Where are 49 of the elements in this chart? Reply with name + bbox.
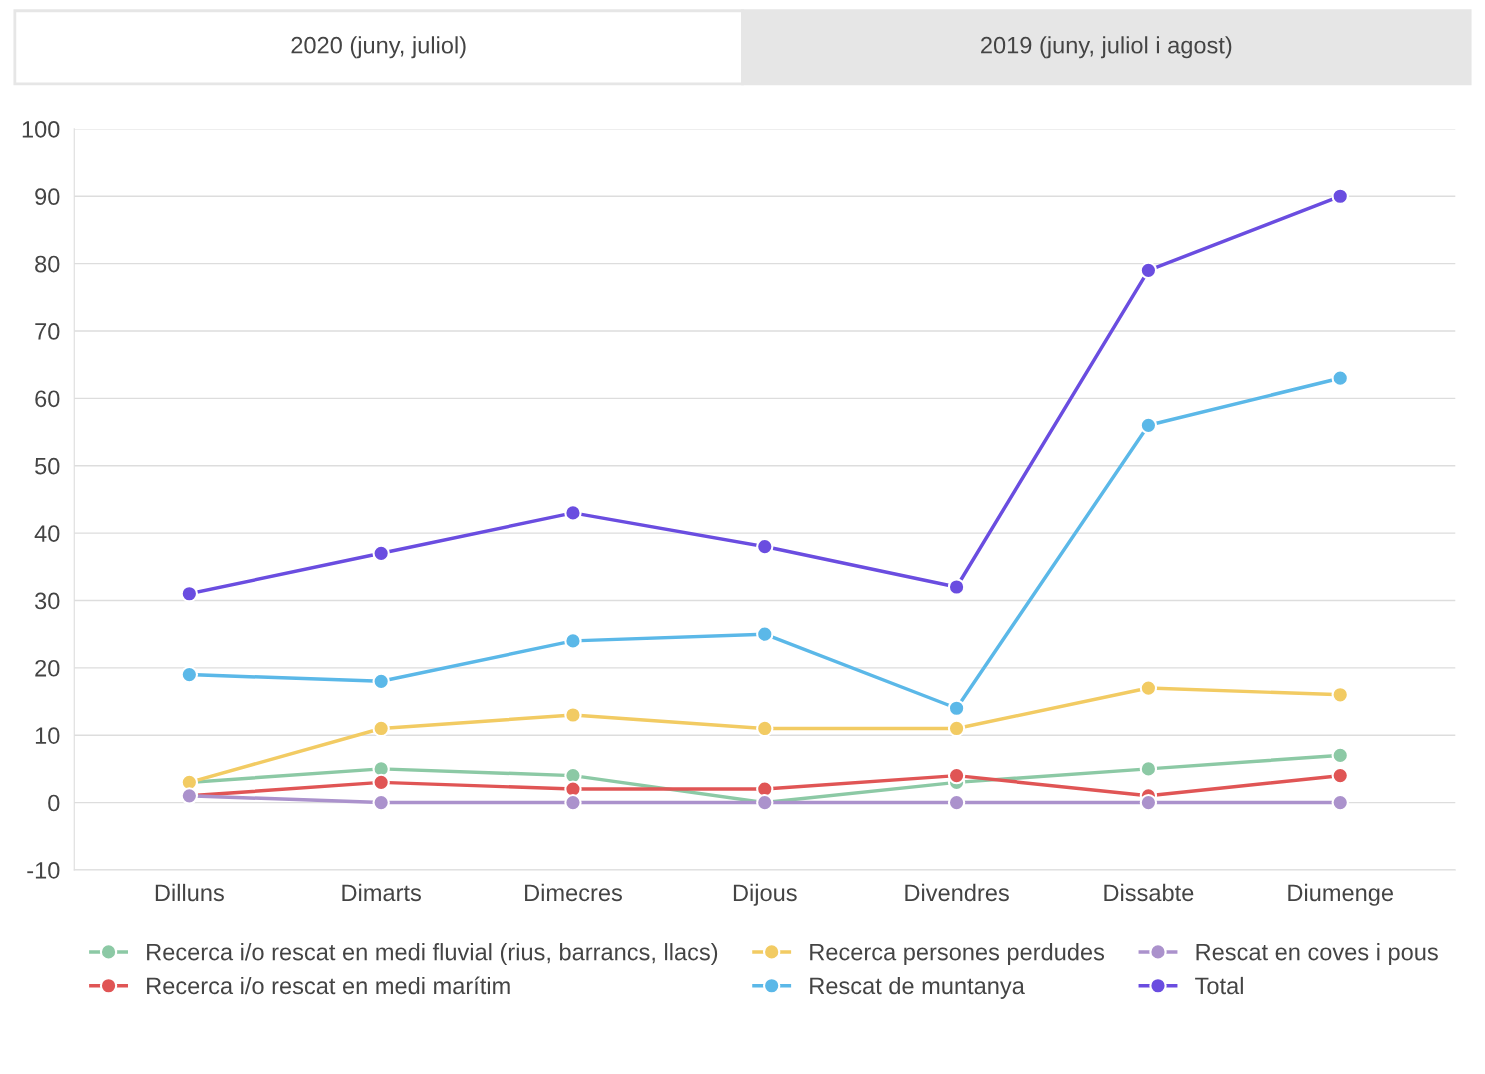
- y-tick-label: 0: [48, 794, 60, 812]
- y-tick-label: 40: [34, 525, 60, 542]
- x-tick-label: Divendres: [905, 883, 1009, 902]
- point: [1331, 369, 1349, 387]
- legend-label: Recerca i/o rescat en medi fluvial (rius, barrancs, llacs): [147, 943, 718, 966]
- y-tick-label: 70: [35, 323, 60, 340]
- y-tick-label: 50: [35, 457, 60, 475]
- x-tick-label: Dijous: [733, 883, 797, 906]
- point: [947, 578, 966, 596]
- point: [564, 632, 582, 650]
- legend-label: Recerca i/o rescat en medi marítim: [147, 976, 510, 995]
- point: [1139, 679, 1158, 697]
- point: [564, 706, 582, 724]
- point: [1139, 261, 1158, 280]
- x-tick-label: Diumenge: [1288, 883, 1393, 906]
- y-tick-label: 80: [35, 255, 60, 273]
- point: [180, 665, 199, 684]
- y-tick-label: 30: [35, 592, 60, 610]
- point: [372, 672, 390, 690]
- legend-label: Total: [1195, 976, 1243, 995]
- point: [1331, 187, 1349, 205]
- point: [947, 699, 966, 717]
- point: [1139, 793, 1158, 812]
- point: [947, 719, 966, 738]
- y-tick-label: 100: [22, 120, 60, 138]
- legend-label: Rescat de muntanya: [810, 976, 1025, 999]
- y-tick-label: 20: [35, 659, 60, 677]
- point: [1139, 416, 1158, 434]
- y-tick-label: 10: [35, 727, 60, 744]
- legend-label: Recerca persones perdudes: [810, 943, 1105, 966]
- y-tick-label: -10: [27, 862, 60, 879]
- x-tick-label: Dilluns: [155, 883, 224, 902]
- legend-label: Rescat en coves i pous: [1196, 943, 1438, 966]
- point: [756, 719, 774, 738]
- text: 2019 (juny, juliol i agost): [981, 36, 1232, 59]
- x-tick-label: Dissabte: [1104, 883, 1194, 902]
- x-tick-label: Dimecres: [525, 883, 622, 902]
- point: [564, 793, 582, 812]
- y-tick-label: 90: [35, 188, 60, 206]
- point: [756, 625, 774, 643]
- point: [372, 544, 390, 562]
- text: 2020 (juny, juliol): [291, 36, 466, 59]
- y-tick-label: 60: [35, 390, 60, 408]
- point: [1139, 760, 1158, 778]
- point: [372, 719, 390, 738]
- x-tick-label: Dimarts: [342, 883, 421, 902]
- point: [564, 504, 582, 522]
- point: [180, 585, 199, 603]
- point: [1331, 686, 1349, 704]
